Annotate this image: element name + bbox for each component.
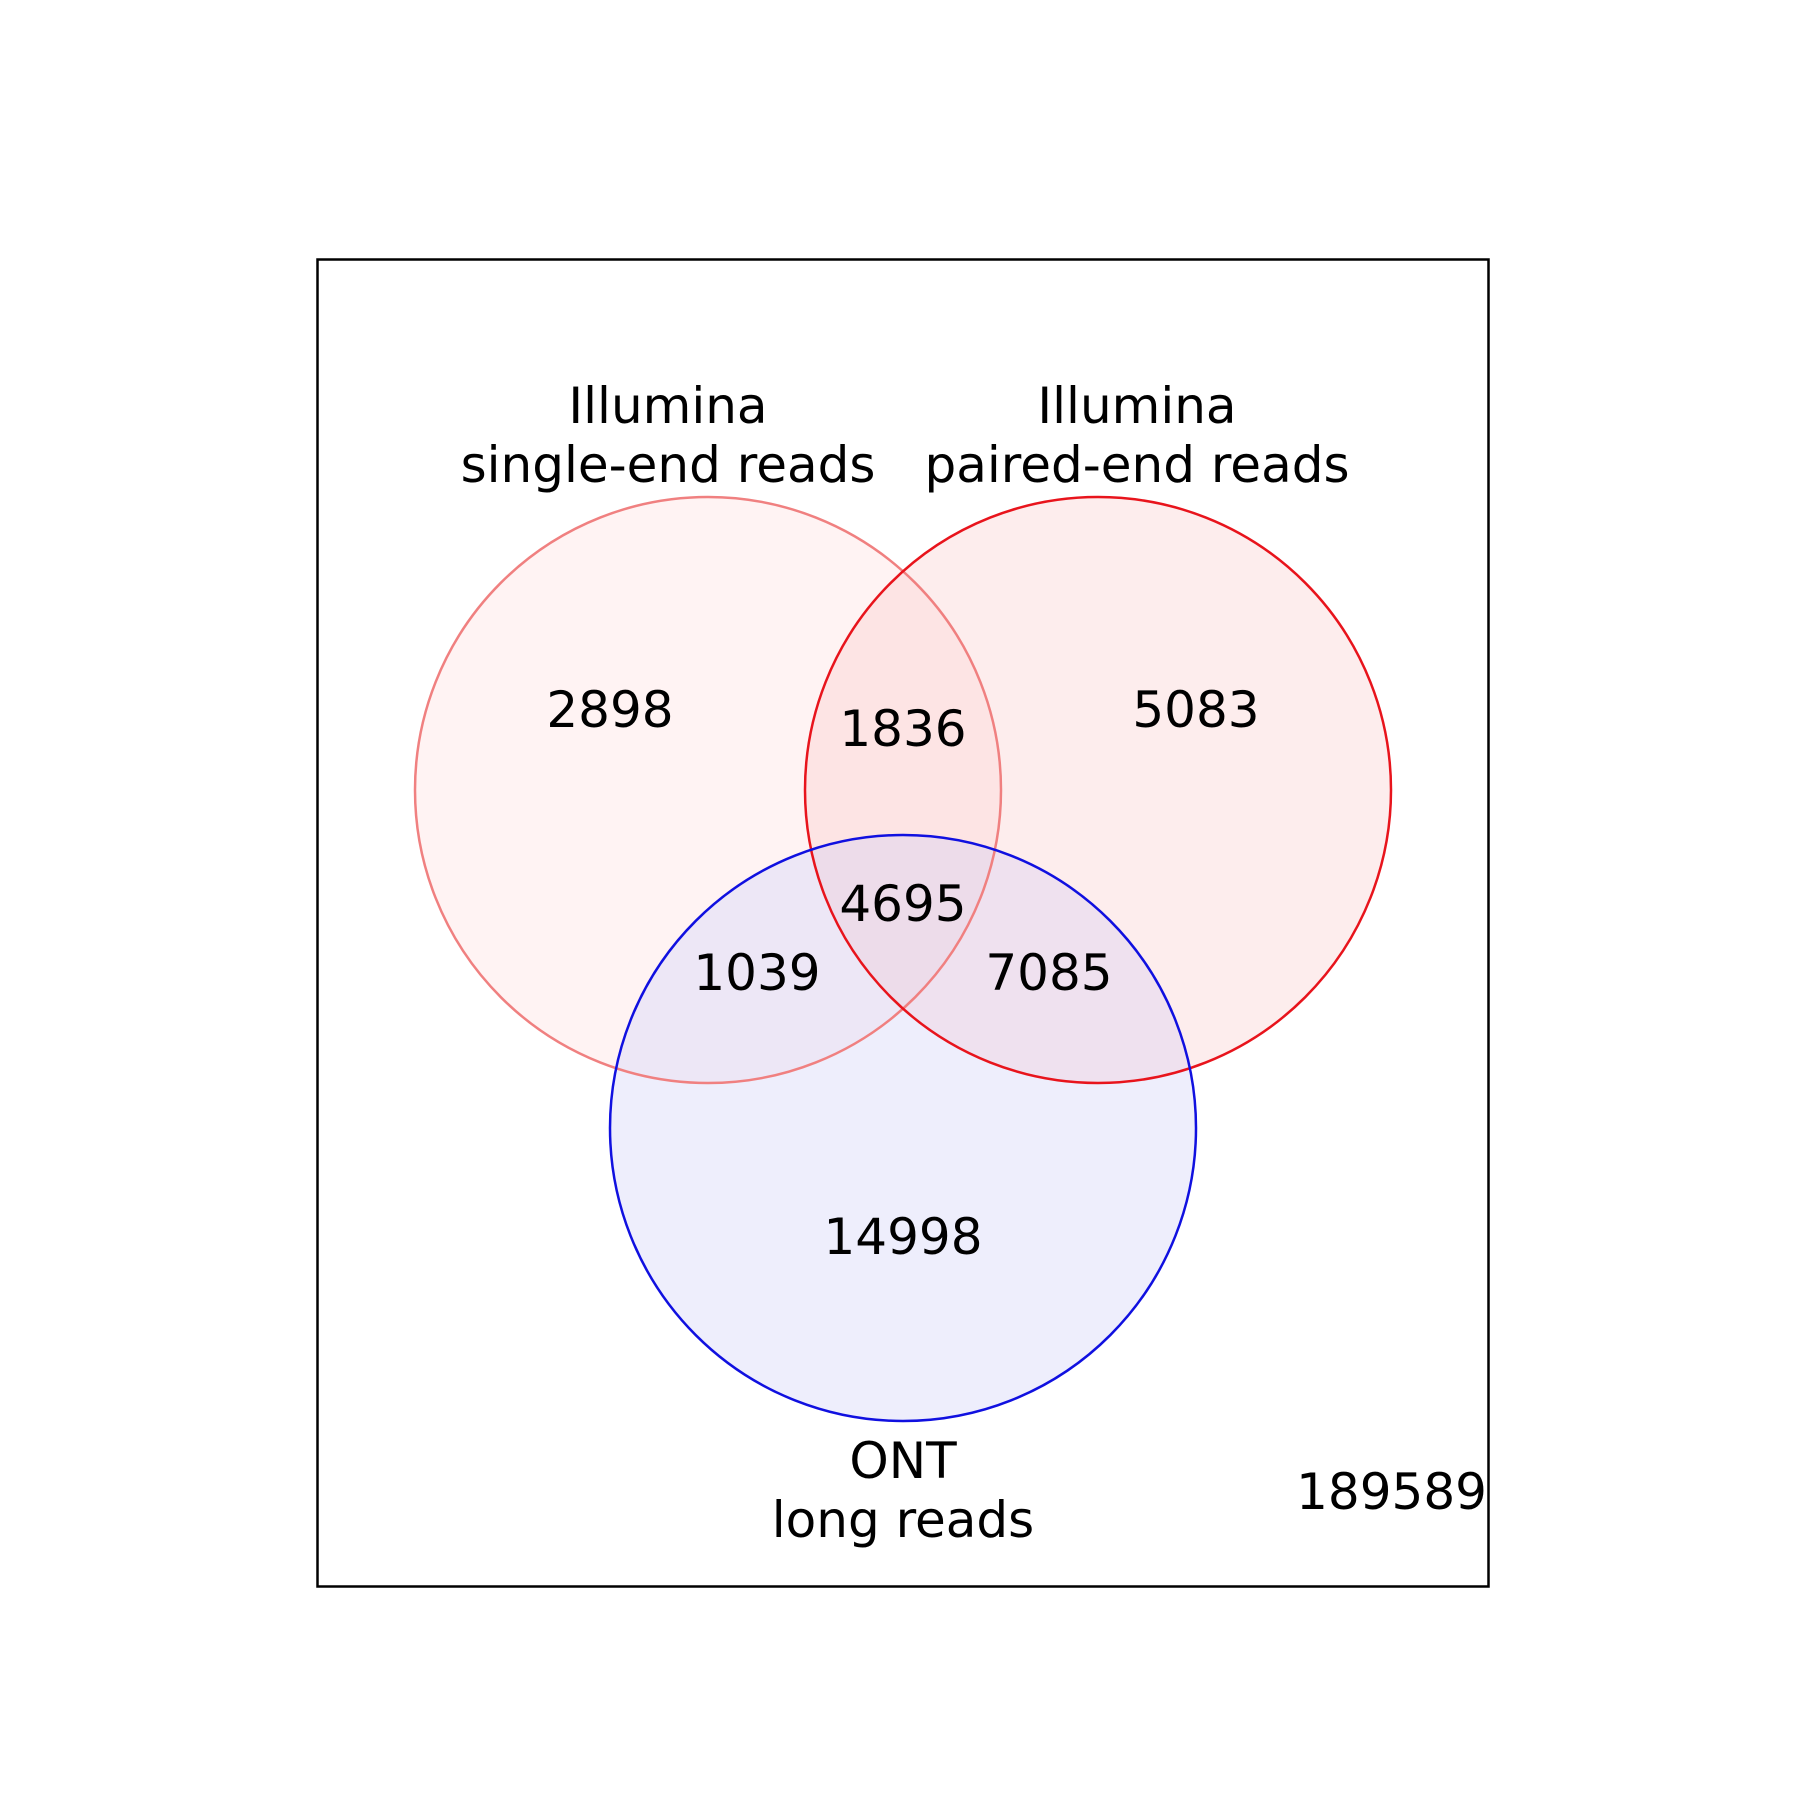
count-paired-end-only: 5083 <box>1132 681 1259 739</box>
count-single-and-ont: 1039 <box>693 944 820 1002</box>
ont-label-line2: long reads <box>772 1491 1034 1549</box>
single-end-label-line2: single-end reads <box>461 436 876 494</box>
count-single-end-only: 2898 <box>546 681 673 739</box>
single-end-label-line1: Illumina <box>568 377 767 435</box>
count-paired-and-ont: 7085 <box>985 944 1112 1002</box>
ont-label-line1: ONT <box>849 1432 957 1490</box>
single-ont-overlap-fill <box>610 835 1001 1083</box>
paired-ont-overlap-fill <box>805 835 1196 1083</box>
count-single-and-paired: 1836 <box>839 700 966 758</box>
count-all-three: 4695 <box>839 875 966 933</box>
paired-end-label-line2: paired-end reads <box>925 436 1350 494</box>
paired-end-label-line1: Illumina <box>1037 377 1236 435</box>
count-none: 189589 <box>1296 1463 1487 1521</box>
count-ont-only: 14998 <box>823 1208 982 1266</box>
paired-end-circle-outline <box>803 495 1393 1085</box>
single-end-circle-outline <box>413 495 1003 1085</box>
ont-circle-outline <box>608 833 1198 1423</box>
